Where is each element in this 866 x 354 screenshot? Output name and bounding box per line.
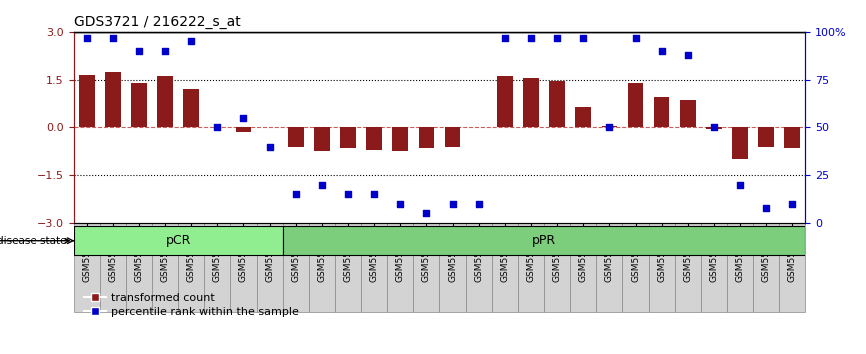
Point <box>603 125 617 130</box>
FancyBboxPatch shape <box>74 223 100 312</box>
Point <box>472 201 486 207</box>
FancyBboxPatch shape <box>152 223 178 312</box>
Bar <box>366 127 382 150</box>
Point <box>785 201 799 207</box>
FancyBboxPatch shape <box>204 223 230 312</box>
FancyBboxPatch shape <box>74 227 282 255</box>
Point <box>315 182 329 188</box>
Point <box>367 192 381 197</box>
Text: disease state: disease state <box>0 236 69 246</box>
Bar <box>79 75 94 127</box>
FancyBboxPatch shape <box>492 223 518 312</box>
FancyBboxPatch shape <box>675 223 701 312</box>
FancyBboxPatch shape <box>126 223 152 312</box>
FancyBboxPatch shape <box>282 227 805 255</box>
Bar <box>184 89 199 127</box>
FancyBboxPatch shape <box>309 223 335 312</box>
Point <box>550 35 564 40</box>
FancyBboxPatch shape <box>597 223 623 312</box>
Point <box>210 125 224 130</box>
Point <box>524 35 538 40</box>
Point <box>341 192 355 197</box>
Bar <box>602 126 617 127</box>
Point <box>132 48 145 54</box>
Point <box>681 52 695 58</box>
Bar <box>759 127 774 147</box>
Point <box>393 201 407 207</box>
FancyBboxPatch shape <box>100 223 126 312</box>
Bar <box>131 83 147 127</box>
FancyBboxPatch shape <box>779 223 805 312</box>
Bar <box>418 127 434 148</box>
Bar <box>680 101 695 127</box>
Point <box>446 201 460 207</box>
Point <box>158 48 172 54</box>
FancyBboxPatch shape <box>466 223 492 312</box>
Legend: transformed count, percentile rank within the sample: transformed count, percentile rank withi… <box>79 289 304 321</box>
Point <box>629 35 643 40</box>
Point <box>498 35 512 40</box>
FancyBboxPatch shape <box>544 223 570 312</box>
Point <box>655 48 669 54</box>
Point <box>707 125 721 130</box>
Point <box>576 35 590 40</box>
Point <box>184 39 198 44</box>
FancyBboxPatch shape <box>649 223 675 312</box>
Bar <box>732 127 748 159</box>
Text: pPR: pPR <box>532 234 556 247</box>
Point <box>262 144 276 149</box>
Bar <box>575 107 591 127</box>
FancyBboxPatch shape <box>335 223 361 312</box>
FancyBboxPatch shape <box>753 223 779 312</box>
Point <box>106 35 120 40</box>
FancyBboxPatch shape <box>518 223 544 312</box>
FancyBboxPatch shape <box>623 223 649 312</box>
Bar <box>497 76 513 127</box>
FancyBboxPatch shape <box>701 223 727 312</box>
Text: pCR: pCR <box>165 234 191 247</box>
Bar <box>523 78 539 127</box>
Bar <box>654 97 669 127</box>
FancyBboxPatch shape <box>178 223 204 312</box>
Text: GDS3721 / 216222_s_at: GDS3721 / 216222_s_at <box>74 16 241 29</box>
Bar <box>236 127 251 132</box>
Point <box>759 205 773 211</box>
FancyBboxPatch shape <box>282 223 309 312</box>
Point <box>236 115 250 121</box>
Point <box>419 211 433 216</box>
Point <box>80 35 94 40</box>
Bar <box>314 127 330 152</box>
Bar <box>549 81 565 127</box>
Bar <box>288 127 304 147</box>
Bar <box>158 76 173 127</box>
Bar <box>340 127 356 148</box>
FancyBboxPatch shape <box>361 223 387 312</box>
FancyBboxPatch shape <box>256 223 282 312</box>
FancyBboxPatch shape <box>387 223 413 312</box>
FancyBboxPatch shape <box>230 223 256 312</box>
Bar <box>105 72 120 127</box>
FancyBboxPatch shape <box>413 223 439 312</box>
FancyBboxPatch shape <box>570 223 597 312</box>
Bar <box>445 127 461 147</box>
Bar <box>706 127 721 129</box>
Point <box>289 192 303 197</box>
FancyBboxPatch shape <box>727 223 753 312</box>
Bar <box>392 127 408 152</box>
Bar <box>628 83 643 127</box>
Bar <box>785 127 800 148</box>
Text: disease state: disease state <box>0 236 67 246</box>
Point <box>734 182 747 188</box>
FancyBboxPatch shape <box>439 223 466 312</box>
